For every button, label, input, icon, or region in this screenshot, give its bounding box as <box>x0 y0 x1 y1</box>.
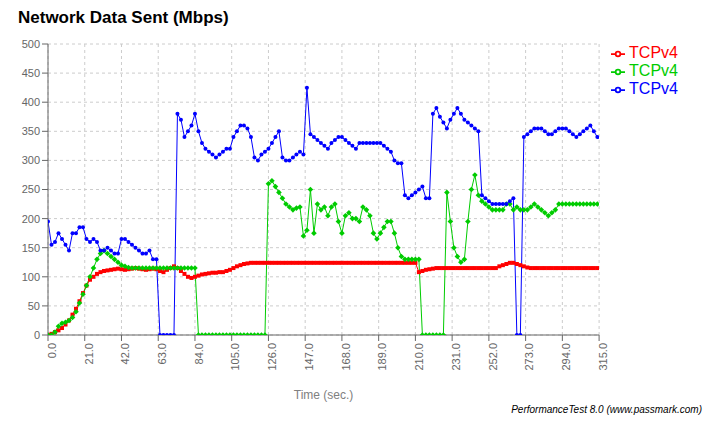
svg-text:450: 450 <box>22 67 40 79</box>
svg-text:350: 350 <box>22 125 40 137</box>
svg-text:50: 50 <box>28 300 40 312</box>
svg-text:500: 500 <box>22 38 40 50</box>
svg-text:42.0: 42.0 <box>119 343 131 364</box>
html-text:Network Data Sent (Mbps): Network Data Sent (Mbps) <box>18 8 229 27</box>
html-text:PerformanceTest 8.0 (www.passm: PerformanceTest 8.0 (www.passmark.com) <box>511 404 702 415</box>
svg-text:300: 300 <box>22 154 40 166</box>
svg-text:294.0: 294.0 <box>560 343 572 371</box>
svg-text:210.0: 210.0 <box>413 343 425 371</box>
svg-text:Time (sec.): Time (sec.) <box>294 388 354 402</box>
svg-text:0.0: 0.0 <box>46 343 58 358</box>
html-text:TCPv4: TCPv4 <box>629 62 678 79</box>
svg-text:150: 150 <box>22 242 40 254</box>
svg-text:231.0: 231.0 <box>450 343 462 371</box>
svg-text:400: 400 <box>22 96 40 108</box>
svg-text:252.0: 252.0 <box>487 343 499 371</box>
html-text:TCPv4: TCPv4 <box>629 44 678 61</box>
svg-text:105.0: 105.0 <box>230 343 242 371</box>
svg-text:315.0: 315.0 <box>597 343 609 371</box>
svg-text:126.0: 126.0 <box>266 343 278 371</box>
svg-text:200: 200 <box>22 213 40 225</box>
svg-text:168.0: 168.0 <box>340 343 352 371</box>
svg-text:147.0: 147.0 <box>303 343 315 371</box>
svg-text:250: 250 <box>22 183 40 195</box>
svg-text:0: 0 <box>34 329 40 341</box>
svg-text:84.0: 84.0 <box>193 343 205 364</box>
svg-text:63.0: 63.0 <box>156 343 168 364</box>
html-text:TCPv4: TCPv4 <box>629 80 678 97</box>
svg-text:21.0: 21.0 <box>83 343 95 364</box>
svg-text:273.0: 273.0 <box>523 343 535 371</box>
svg-text:100: 100 <box>22 271 40 283</box>
svg-text:189.0: 189.0 <box>376 343 388 371</box>
